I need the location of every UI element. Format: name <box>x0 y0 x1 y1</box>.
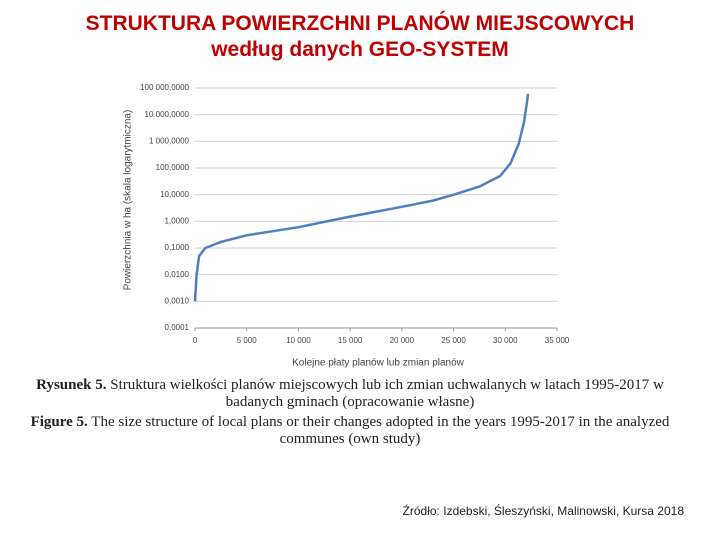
x-tick-label: 0 <box>193 336 198 345</box>
y-tick-label: 10,0000 <box>160 190 189 199</box>
x-axis-label: Kolejne płaty planów lub zmian planów <box>292 358 465 369</box>
y-tick-label: 0,1000 <box>165 243 190 252</box>
x-tick-label: 10 000 <box>286 336 311 345</box>
x-tick-label: 25 000 <box>441 336 466 345</box>
title: STRUKTURA POWIERZCHNI PLANÓW MIEJSCOWYCH <box>85 12 635 35</box>
source: Źródło: Izdebski, Śleszyński, Malinowski… <box>402 504 684 518</box>
y-tick-label: 10 000,0000 <box>145 110 190 119</box>
y-tick-label: 1 000,0000 <box>149 136 190 145</box>
y-axis-label: Powierzchnia w ha (skala logarytmiczna) <box>123 110 134 291</box>
y-tick-label: 0,0001 <box>165 323 190 332</box>
x-tick-label: 15 000 <box>338 336 363 345</box>
subtitle: według danych GEO-SYSTEM <box>211 38 509 61</box>
y-tick-label: 0,0010 <box>165 296 190 305</box>
caption-text: Struktura wielkości planów miejscowych l… <box>110 377 664 410</box>
line-series <box>193 93 530 302</box>
caption-en: Figure 5. The size structure of local pl… <box>30 414 670 448</box>
caption-text: The size structure of local plans or the… <box>91 414 670 447</box>
x-tick-label: 35 000 <box>545 336 570 345</box>
y-tick-label: 0,0100 <box>165 270 190 279</box>
caption-pl: Rysunek 5. Struktura wielkości planów mi… <box>30 377 670 411</box>
y-tick-label: 100,0000 <box>156 163 190 172</box>
x-tick-label: 5 000 <box>237 336 258 345</box>
x-tick-label: 20 000 <box>390 336 415 345</box>
caption-label: Rysunek 5. <box>36 377 107 393</box>
x-tick-label: 30 000 <box>493 336 518 345</box>
y-tick-label: 1,0000 <box>165 216 190 225</box>
caption-label: Figure 5. <box>30 414 88 430</box>
y-tick-label: 100 000,0000 <box>140 83 189 92</box>
chart: Powierzchnia w ha (skala logarytmiczna) … <box>123 83 570 369</box>
